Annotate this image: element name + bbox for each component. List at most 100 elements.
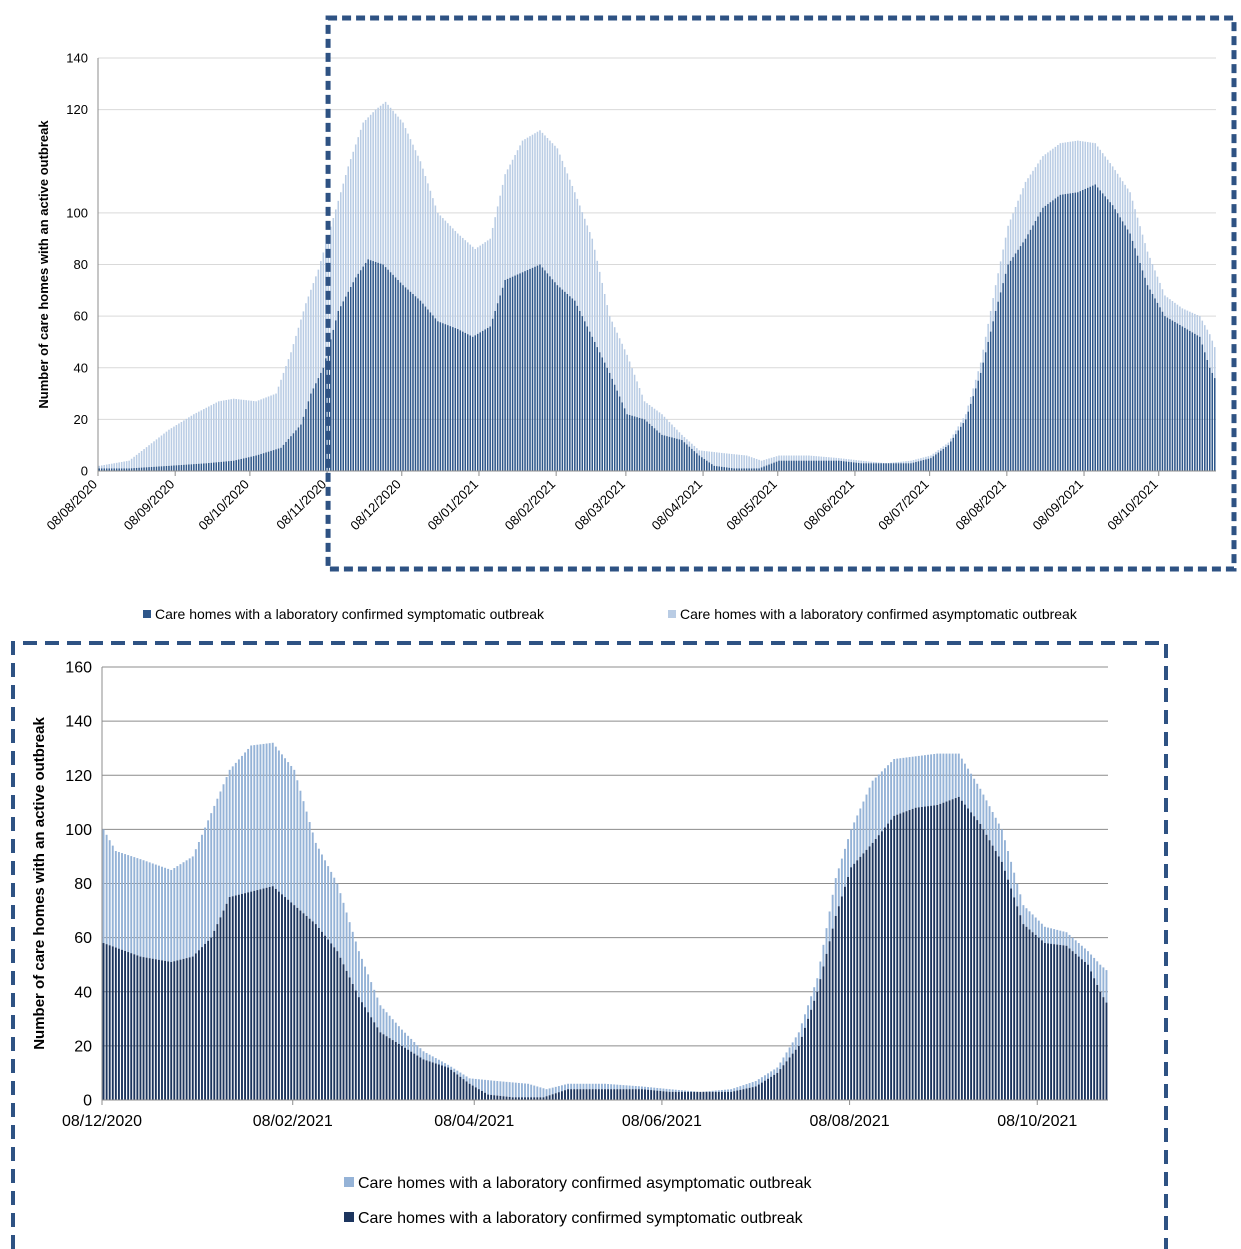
bar-asymptomatic (867, 461, 870, 464)
bar-asymptomatic (757, 1079, 760, 1085)
bar-symptomatic (464, 332, 467, 471)
bar-symptomatic (1144, 277, 1146, 471)
bar-asymptomatic (807, 1005, 809, 1019)
y-tick-label: 40 (74, 360, 88, 375)
bar-symptomatic (691, 448, 693, 471)
bar-asymptomatic (1056, 929, 1059, 945)
bar-symptomatic (213, 462, 215, 471)
bar-asymptomatic (596, 260, 599, 348)
bar-symptomatic (1161, 311, 1164, 471)
bar-symptomatic (153, 466, 155, 471)
bar-asymptomatic (337, 200, 340, 311)
bar-asymptomatic (880, 462, 882, 464)
bar-asymptomatic (1184, 309, 1186, 328)
bar-symptomatic (648, 423, 651, 471)
bar-asymptomatic (1028, 911, 1031, 930)
bar-asymptomatic (711, 1090, 714, 1092)
bar-asymptomatic (1012, 213, 1014, 258)
bar-symptomatic (377, 262, 379, 471)
bar-asymptomatic (951, 753, 954, 800)
bar-symptomatic (625, 1089, 628, 1100)
bar-symptomatic (139, 956, 142, 1100)
bar-asymptomatic (145, 447, 148, 468)
bar-symptomatic (354, 990, 357, 1100)
bar-asymptomatic (671, 1089, 674, 1092)
bar-asymptomatic (511, 1082, 514, 1098)
bar-symptomatic (342, 964, 345, 1100)
bar-asymptomatic (656, 410, 658, 431)
bar-symptomatic (1014, 253, 1017, 471)
bar-asymptomatic (1169, 299, 1171, 320)
bar-asymptomatic (148, 862, 151, 959)
bar-asymptomatic (1144, 243, 1146, 278)
bar-asymptomatic (626, 354, 628, 415)
bar-asymptomatic (952, 434, 955, 438)
bar-symptomatic (910, 463, 912, 471)
bar-symptomatic (954, 798, 957, 1100)
bar-asymptomatic (582, 1083, 585, 1090)
bar-symptomatic (336, 951, 339, 1100)
bar-symptomatic (798, 460, 800, 471)
bar-symptomatic (1131, 240, 1134, 471)
bar-symptomatic (619, 1089, 622, 1100)
bar-symptomatic (1109, 202, 1111, 471)
bar-asymptomatic (994, 285, 997, 311)
bar-asymptomatic (585, 1083, 588, 1090)
bar-symptomatic (917, 807, 920, 1100)
bar-asymptomatic (1109, 163, 1111, 203)
bar-symptomatic (240, 458, 242, 471)
bar-asymptomatic (496, 206, 499, 304)
bar-asymptomatic (265, 743, 268, 888)
bar-asymptomatic (613, 1084, 616, 1090)
bar-symptomatic (893, 815, 896, 1100)
bar-symptomatic (698, 455, 701, 471)
bar-asymptomatic (232, 398, 235, 461)
bar-asymptomatic (317, 848, 320, 928)
bar-asymptomatic (1131, 200, 1134, 241)
bar-asymptomatic (606, 305, 608, 368)
bar-symptomatic (114, 947, 117, 1100)
bar-asymptomatic (1094, 143, 1097, 185)
bar-asymptomatic (459, 1072, 462, 1077)
bar-symptomatic (1116, 213, 1119, 471)
bar-symptomatic (823, 460, 825, 471)
bar-symptomatic (389, 272, 392, 471)
bar-asymptomatic (656, 1087, 659, 1091)
bar-symptomatic (268, 886, 271, 1100)
bar-asymptomatic (930, 754, 933, 806)
bar-symptomatic (452, 327, 454, 471)
bar-asymptomatic (622, 1085, 625, 1090)
bar-asymptomatic (837, 458, 840, 461)
bar-symptomatic (1013, 897, 1016, 1100)
bar-asymptomatic (219, 791, 222, 918)
bar-asymptomatic (681, 434, 683, 441)
bar-symptomatic (499, 295, 501, 471)
bar-symptomatic (241, 893, 243, 1100)
bar-symptomatic (1040, 940, 1043, 1100)
bar-symptomatic (837, 906, 840, 1100)
bar-asymptomatic (1179, 306, 1181, 325)
bar-symptomatic (339, 957, 342, 1100)
bar-asymptomatic (604, 1083, 606, 1090)
bar-symptomatic (1062, 194, 1064, 471)
bar-asymptomatic (490, 1080, 493, 1095)
bar-asymptomatic (506, 169, 509, 279)
bar-asymptomatic (947, 442, 950, 446)
bar-asymptomatic (256, 744, 259, 891)
bar-asymptomatic (320, 261, 322, 373)
bar-symptomatic (925, 459, 927, 471)
bar-symptomatic (165, 465, 168, 471)
bar-symptomatic (557, 1092, 560, 1100)
bar-asymptomatic (280, 379, 282, 448)
bar-asymptomatic (354, 941, 357, 991)
bar-asymptomatic (795, 455, 798, 461)
bar-asymptomatic (987, 323, 989, 342)
bar-asymptomatic (1086, 142, 1089, 188)
bar-asymptomatic (322, 252, 325, 368)
bar-asymptomatic (203, 409, 205, 464)
bar-asymptomatic (930, 455, 932, 459)
bar-asymptomatic (228, 769, 231, 898)
x-tick-label: 08/08/2021 (810, 1113, 890, 1130)
x-tick-label: 08/07/2021 (875, 477, 932, 534)
bar-asymptomatic (579, 1083, 582, 1090)
